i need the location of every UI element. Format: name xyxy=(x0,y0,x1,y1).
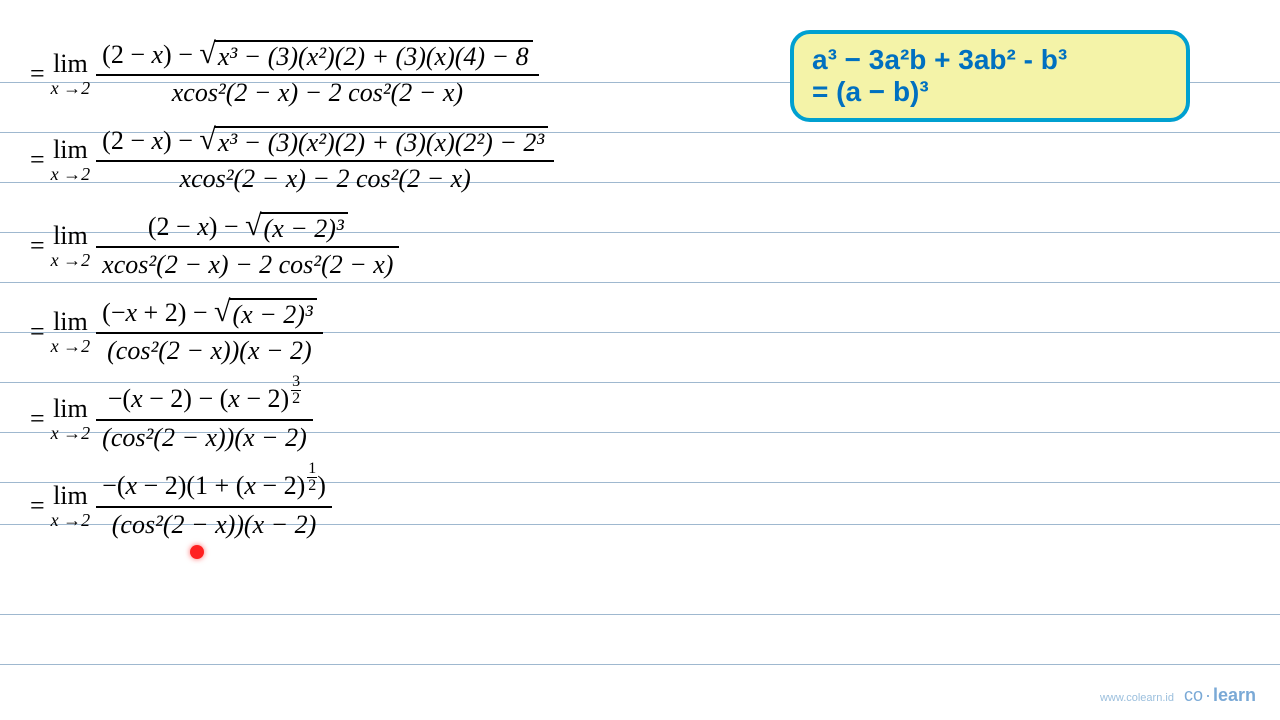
step-row: = lim x →2 (−x + 2) − √(x − 2)³ (cos²(2 … xyxy=(30,298,1250,366)
numerator: −(x − 2)(1 + (x − 2)12) xyxy=(96,471,332,506)
num-text: −( xyxy=(108,384,131,413)
num-text: ) − xyxy=(209,212,245,241)
brand-learn: learn xyxy=(1213,685,1256,705)
brand-dot: · xyxy=(1203,685,1213,705)
fraction: (2 − x) − √x³ − (3)(x²)(2) + (3)(x)(4) −… xyxy=(96,40,538,108)
num-text: ) xyxy=(317,471,326,500)
equals-sign: = xyxy=(30,231,45,261)
limit-operator: lim x →2 xyxy=(51,483,91,529)
num-text: ) − xyxy=(163,40,199,69)
num-text: − 2)(1 + ( xyxy=(137,471,244,500)
step-row: = lim x →2 −(x − 2) − (x − 2)32 (cos²(2 … xyxy=(30,384,1250,453)
limit-operator: lim x →2 xyxy=(51,223,91,269)
fraction: (2 − x) − √(x − 2)³ xcos²(2 − x) − 2 cos… xyxy=(96,212,399,280)
denominator: (cos²(2 − x))(x − 2) xyxy=(96,421,313,453)
equals-sign: = xyxy=(30,59,45,89)
num-text: (2 − xyxy=(148,212,197,241)
num-text: −( xyxy=(102,471,125,500)
numerator: (2 − x) − √x³ − (3)(x²)(2) + (3)(x)(2²) … xyxy=(96,126,554,160)
fraction: −(x − 2) − (x − 2)32 (cos²(2 − x))(x − 2… xyxy=(96,384,313,453)
equals-sign: = xyxy=(30,491,45,521)
limit-operator: lim x →2 xyxy=(51,309,91,355)
lim-text: lim xyxy=(53,483,88,509)
exp-den: 2 xyxy=(291,390,301,407)
lim-text: lim xyxy=(53,396,88,422)
limit-operator: lim x →2 xyxy=(51,137,91,183)
var-x: x xyxy=(152,40,164,69)
fraction: −(x − 2)(1 + (x − 2)12) (cos²(2 − x))(x … xyxy=(96,471,332,540)
page-root: = lim x →2 (2 − x) − √x³ − (3)(x²)(2) + … xyxy=(0,0,1280,720)
denominator: xcos²(2 − x) − 2 cos²(2 − x) xyxy=(166,76,469,108)
num-text: − 2) xyxy=(240,384,289,413)
num-text: ) − xyxy=(163,126,199,155)
lim-sub: x →2 xyxy=(51,165,91,183)
lim-sub: x →2 xyxy=(51,251,91,269)
denominator: xcos²(2 − x) − 2 cos²(2 − x) xyxy=(174,162,477,194)
lim-text: lim xyxy=(53,137,88,163)
laser-pointer-dot xyxy=(190,545,204,559)
lim-text: lim xyxy=(53,223,88,249)
lim-sub: x →2 xyxy=(51,511,91,529)
num-text: (2 − xyxy=(102,126,151,155)
fraction-exponent: 32 xyxy=(291,374,301,407)
lim-text: lim xyxy=(53,309,88,335)
sqrt-expression: √(x − 2)³ xyxy=(214,298,317,330)
fraction: (−x + 2) − √(x − 2)³ (cos²(2 − x))(x − 2… xyxy=(96,298,323,366)
callout-line-2: = (a − b)³ xyxy=(812,76,1168,108)
step-row: = lim x →2 −(x − 2)(1 + (x − 2)12) (cos²… xyxy=(30,471,1250,540)
sqrt-expression: √x³ − (3)(x²)(2) + (3)(x)(4) − 8 xyxy=(199,40,532,72)
numerator: −(x − 2) − (x − 2)32 xyxy=(102,384,307,419)
exp-num: 3 xyxy=(292,374,300,390)
num-text: + 2) − xyxy=(137,298,214,327)
num-text: (− xyxy=(102,298,125,327)
limit-operator: lim x →2 xyxy=(51,396,91,442)
limit-operator: lim x →2 xyxy=(51,51,91,97)
denominator: xcos²(2 − x) − 2 cos²(2 − x) xyxy=(96,248,399,280)
step-row: = lim x →2 (2 − x) − √(x − 2)³ xcos²(2 −… xyxy=(30,212,1250,280)
sqrt-arg: x³ − (3)(x²)(2) + (3)(x)(4) − 8 xyxy=(214,40,533,72)
equals-sign: = xyxy=(30,404,45,434)
sqrt-expression: √(x − 2)³ xyxy=(245,212,348,244)
numerator: (2 − x) − √(x − 2)³ xyxy=(142,212,354,246)
fraction-exponent: 12 xyxy=(307,461,317,494)
numerator: (2 − x) − √x³ − (3)(x²)(2) + (3)(x)(4) −… xyxy=(96,40,538,74)
exp-den: 2 xyxy=(307,477,317,494)
formula-callout: a³ − 3a²b + 3ab² - b³ = (a − b)³ xyxy=(790,30,1190,122)
exp-num: 1 xyxy=(308,461,316,477)
callout-line-1: a³ − 3a²b + 3ab² - b³ xyxy=(812,44,1168,76)
equals-sign: = xyxy=(30,317,45,347)
num-text: − 2) − ( xyxy=(143,384,229,413)
var-x: x xyxy=(152,126,164,155)
sqrt-arg: (x − 2)³ xyxy=(229,298,317,330)
denominator: (cos²(2 − x))(x − 2) xyxy=(101,334,318,366)
fraction: (2 − x) − √x³ − (3)(x²)(2) + (3)(x)(2²) … xyxy=(96,126,554,194)
var-x: x xyxy=(244,471,256,500)
brand-logo: co·learn xyxy=(1184,685,1256,706)
num-text: − 2) xyxy=(256,471,305,500)
num-text: (2 − xyxy=(102,40,151,69)
var-x: x xyxy=(126,471,138,500)
step-row: = lim x →2 (2 − x) − √x³ − (3)(x²)(2) + … xyxy=(30,126,1250,194)
footer-url: www.colearn.id xyxy=(1100,692,1174,704)
footer-branding: www.colearn.id co·learn xyxy=(1100,685,1256,706)
lim-sub: x →2 xyxy=(51,79,91,97)
sqrt-arg: (x − 2)³ xyxy=(260,212,348,244)
var-x: x xyxy=(131,384,143,413)
sqrt-expression: √x³ − (3)(x²)(2) + (3)(x)(2²) − 2³ xyxy=(199,126,548,158)
lim-sub: x →2 xyxy=(51,337,91,355)
brand-co: co xyxy=(1184,685,1203,705)
var-x: x xyxy=(228,384,240,413)
var-x: x xyxy=(197,212,209,241)
lim-text: lim xyxy=(53,51,88,77)
sqrt-arg: x³ − (3)(x²)(2) + (3)(x)(2²) − 2³ xyxy=(214,126,548,158)
lim-sub: x →2 xyxy=(51,424,91,442)
equals-sign: = xyxy=(30,145,45,175)
denominator: (cos²(2 − x))(x − 2) xyxy=(106,508,323,540)
var-x: x xyxy=(126,298,138,327)
numerator: (−x + 2) − √(x − 2)³ xyxy=(96,298,323,332)
